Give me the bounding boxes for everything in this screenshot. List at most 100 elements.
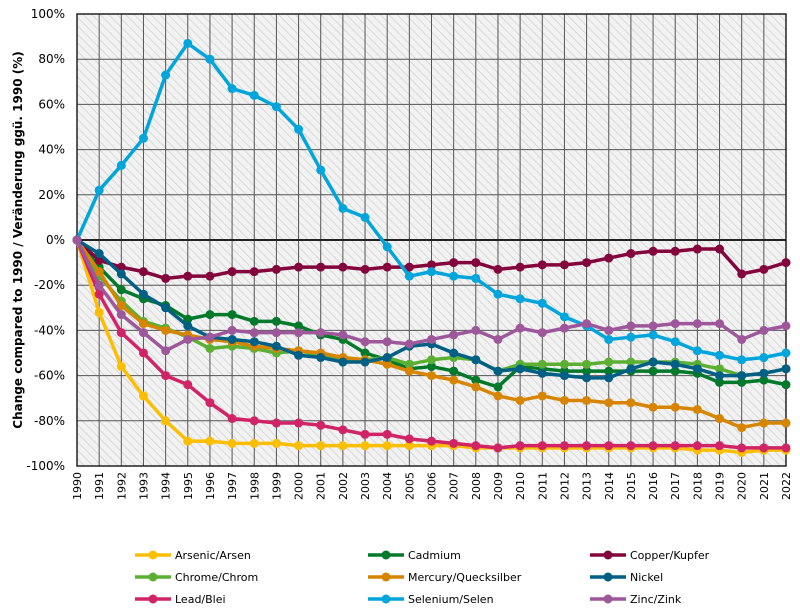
legend-marker bbox=[148, 572, 158, 582]
data-point bbox=[161, 346, 171, 356]
data-point bbox=[338, 357, 348, 367]
data-point bbox=[493, 366, 503, 376]
data-point bbox=[404, 366, 414, 376]
data-point bbox=[183, 436, 193, 446]
data-point bbox=[116, 262, 126, 272]
data-point bbox=[692, 346, 702, 356]
x-tick-label: 1992 bbox=[115, 472, 128, 500]
data-point bbox=[404, 339, 414, 349]
data-point bbox=[670, 402, 680, 412]
data-point bbox=[449, 438, 459, 448]
data-point bbox=[781, 258, 791, 268]
data-point bbox=[382, 242, 392, 252]
data-point bbox=[360, 357, 370, 367]
data-point bbox=[648, 366, 658, 376]
data-point bbox=[493, 289, 503, 299]
data-point bbox=[781, 364, 791, 374]
data-point bbox=[626, 398, 636, 408]
data-point bbox=[449, 258, 459, 268]
legend-marker bbox=[603, 550, 613, 560]
series-selenium-selen bbox=[72, 38, 791, 365]
data-point bbox=[604, 398, 614, 408]
data-point bbox=[781, 443, 791, 453]
data-point bbox=[72, 235, 82, 245]
legend-label: Chrome/Chrom bbox=[175, 571, 258, 584]
data-point bbox=[382, 359, 392, 369]
data-point bbox=[316, 328, 326, 338]
data-point bbox=[427, 334, 436, 344]
legend-marker bbox=[381, 550, 391, 560]
data-point bbox=[249, 316, 259, 326]
data-point bbox=[294, 418, 304, 428]
legend-item: Arsenic/Arsen bbox=[135, 549, 251, 562]
y-tick-label: -80% bbox=[34, 414, 65, 428]
y-tick-label: 20% bbox=[38, 188, 65, 202]
data-point bbox=[183, 38, 193, 48]
legend-label: Zinc/Zink bbox=[630, 593, 682, 606]
data-point bbox=[427, 371, 436, 381]
data-point bbox=[227, 84, 237, 94]
data-point bbox=[316, 262, 326, 272]
data-point bbox=[715, 364, 725, 374]
data-point bbox=[227, 325, 237, 335]
x-tick-label: 2019 bbox=[714, 472, 727, 500]
data-point bbox=[781, 418, 791, 428]
data-point bbox=[449, 348, 459, 358]
data-point bbox=[582, 366, 592, 376]
data-point bbox=[316, 420, 326, 430]
x-tick-label: 1999 bbox=[270, 472, 283, 500]
data-point bbox=[781, 348, 791, 358]
data-point bbox=[493, 391, 503, 401]
x-tick-label: 2001 bbox=[315, 472, 328, 500]
data-point bbox=[715, 244, 725, 254]
x-tick-label: 2021 bbox=[758, 472, 771, 500]
data-point bbox=[670, 246, 680, 256]
data-point bbox=[271, 102, 281, 112]
legend-label: Mercury/Quecksilber bbox=[408, 571, 522, 584]
x-tick-label: 2013 bbox=[581, 472, 594, 500]
data-point bbox=[205, 310, 215, 320]
data-point bbox=[271, 438, 281, 448]
data-point bbox=[161, 303, 171, 313]
data-point bbox=[271, 341, 281, 351]
x-tick-label: 1996 bbox=[204, 472, 217, 500]
data-point bbox=[338, 330, 348, 340]
data-point bbox=[294, 262, 304, 272]
data-point bbox=[382, 262, 392, 272]
data-point bbox=[582, 258, 592, 268]
data-point bbox=[715, 350, 725, 360]
data-point bbox=[338, 262, 348, 272]
data-point bbox=[715, 319, 725, 329]
data-point bbox=[360, 348, 370, 358]
x-tick-label: 2011 bbox=[536, 472, 549, 500]
data-point bbox=[116, 301, 126, 311]
data-point bbox=[604, 441, 614, 451]
data-point bbox=[515, 395, 525, 405]
data-point bbox=[227, 267, 237, 277]
data-point bbox=[183, 334, 193, 344]
data-point bbox=[116, 269, 126, 279]
data-point bbox=[227, 414, 237, 424]
data-point bbox=[271, 264, 281, 274]
data-point bbox=[537, 368, 547, 378]
data-point bbox=[382, 441, 392, 451]
data-point bbox=[249, 328, 259, 338]
legend-label: Nickel bbox=[630, 571, 663, 584]
data-point bbox=[737, 371, 747, 381]
data-point bbox=[449, 366, 459, 376]
data-point bbox=[271, 316, 281, 326]
data-point bbox=[471, 258, 481, 268]
data-point bbox=[582, 359, 592, 369]
data-point bbox=[360, 212, 370, 222]
data-point bbox=[604, 253, 614, 263]
data-point bbox=[338, 425, 348, 435]
data-point bbox=[515, 323, 525, 333]
data-point bbox=[427, 355, 436, 365]
data-point bbox=[582, 319, 592, 329]
data-point bbox=[360, 441, 370, 451]
data-point bbox=[715, 377, 725, 387]
data-point bbox=[737, 334, 747, 344]
y-tick-label: -20% bbox=[34, 278, 65, 292]
data-point bbox=[692, 364, 702, 374]
data-point bbox=[493, 443, 503, 453]
